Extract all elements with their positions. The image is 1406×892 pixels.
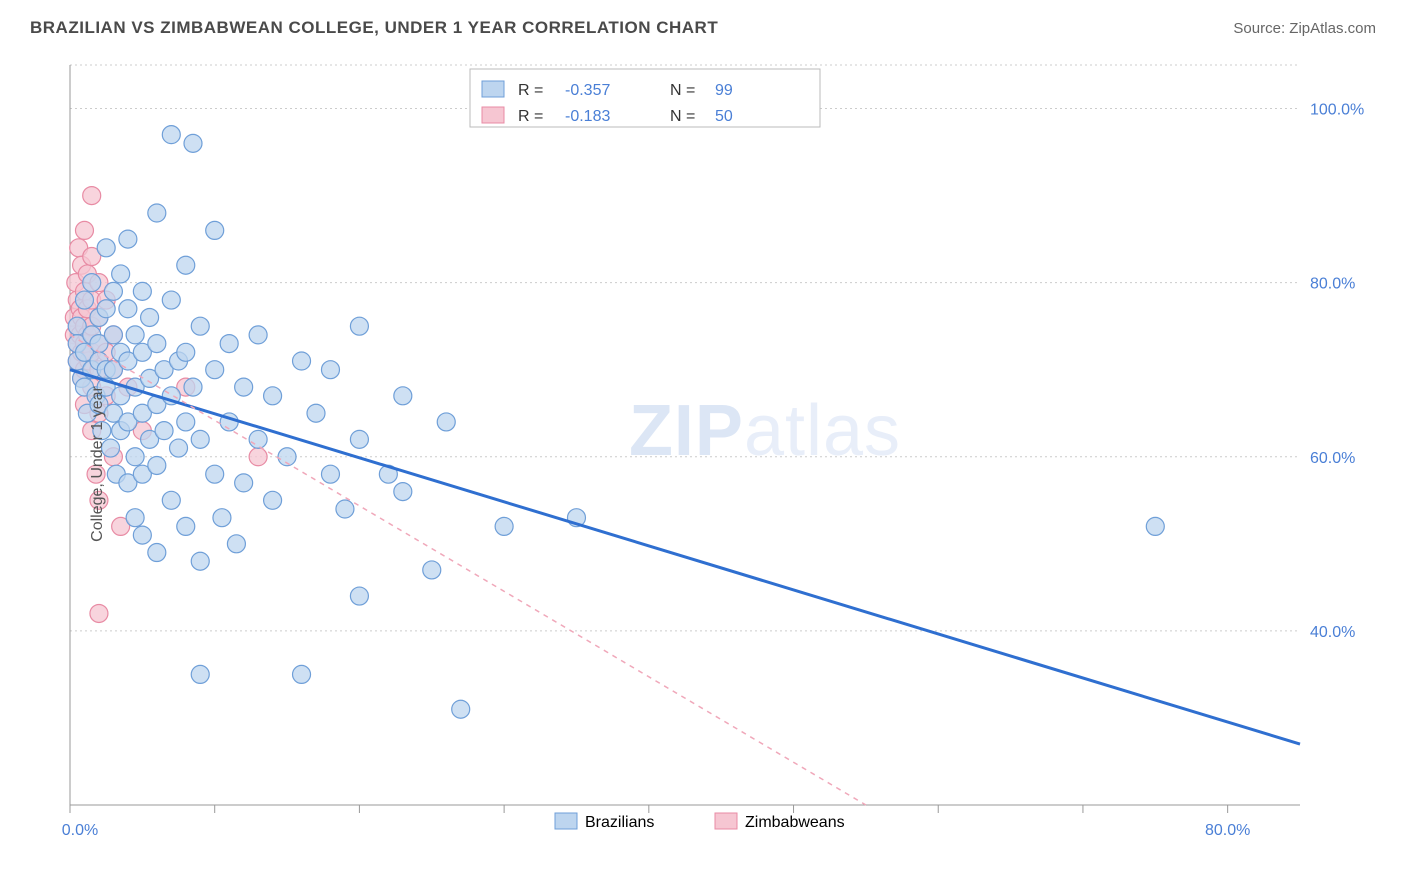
data-point [227, 535, 245, 553]
data-point [235, 474, 253, 492]
data-point [126, 448, 144, 466]
data-point [264, 387, 282, 405]
data-point [220, 335, 238, 353]
data-point [249, 326, 267, 344]
data-point [423, 561, 441, 579]
data-point [191, 665, 209, 683]
data-point [336, 500, 354, 518]
data-point [177, 343, 195, 361]
data-point [191, 317, 209, 335]
data-point [394, 387, 412, 405]
svg-text:99: 99 [715, 82, 733, 99]
data-point [112, 265, 130, 283]
correlation-scatter-chart: ZIPatlas 0.0% 80.0% 40.0% 60.0% 80.0% 100.0% R … [30, 55, 1376, 865]
data-point [293, 665, 311, 683]
y-axis-label: College, Under 1 year [89, 386, 107, 542]
data-point [170, 439, 188, 457]
data-point [133, 526, 151, 544]
data-point [307, 404, 325, 422]
data-point [206, 465, 224, 483]
legend-swatch [482, 81, 504, 97]
data-point [495, 517, 513, 535]
svg-text:80.0%: 80.0% [1205, 822, 1250, 839]
data-point [148, 544, 166, 562]
legend-swatch [482, 107, 504, 123]
data-point [141, 308, 159, 326]
data-point [133, 282, 151, 300]
svg-text:50: 50 [715, 108, 733, 125]
data-point [350, 430, 368, 448]
svg-text:N =: N = [670, 82, 695, 99]
data-point [97, 300, 115, 318]
svg-text:R =: R = [518, 82, 543, 99]
data-point [83, 274, 101, 292]
svg-text:40.0%: 40.0% [1310, 624, 1355, 641]
data-point [437, 413, 455, 431]
data-point [394, 483, 412, 501]
svg-text:-0.357: -0.357 [565, 82, 610, 99]
data-point [191, 552, 209, 570]
svg-text:R =: R = [518, 108, 543, 125]
data-point [293, 352, 311, 370]
data-point [104, 326, 122, 344]
svg-text:80.0%: 80.0% [1310, 276, 1355, 293]
source-link[interactable]: ZipAtlas.com [1289, 20, 1376, 37]
data-point [1146, 517, 1164, 535]
data-point [191, 430, 209, 448]
data-point [350, 587, 368, 605]
data-point [148, 456, 166, 474]
data-point [177, 413, 195, 431]
data-point [249, 430, 267, 448]
data-point [235, 378, 253, 396]
data-point [177, 517, 195, 535]
data-point [148, 335, 166, 353]
data-point [177, 256, 195, 274]
data-point [155, 422, 173, 440]
svg-text:-0.183: -0.183 [565, 108, 610, 125]
data-point [90, 604, 108, 622]
data-point [206, 221, 224, 239]
data-point [104, 282, 122, 300]
data-point [264, 491, 282, 509]
svg-text:ZIPatlas: ZIPatlas [629, 391, 901, 471]
source-prefix: Source: [1233, 20, 1289, 37]
data-point [83, 187, 101, 205]
data-point [184, 378, 202, 396]
svg-text:60.0%: 60.0% [1310, 450, 1355, 467]
data-point [213, 509, 231, 527]
svg-text:100.0%: 100.0% [1310, 102, 1364, 119]
data-point [119, 300, 137, 318]
data-point [126, 509, 144, 527]
data-point [75, 291, 93, 309]
data-point [350, 317, 368, 335]
svg-text:0.0%: 0.0% [62, 822, 98, 839]
legend-label: Brazilians [585, 814, 654, 831]
data-point [321, 361, 339, 379]
data-point [184, 134, 202, 152]
chart-title: BRAZILIAN VS ZIMBABWEAN COLLEGE, UNDER 1… [30, 18, 718, 38]
svg-text:N =: N = [670, 108, 695, 125]
data-point [162, 126, 180, 144]
data-point [119, 230, 137, 248]
data-point [97, 239, 115, 257]
data-point [75, 221, 93, 239]
data-point [162, 291, 180, 309]
data-point [249, 448, 267, 466]
data-point [126, 326, 144, 344]
source-attribution: Source: ZipAtlas.com [1233, 20, 1376, 37]
legend-swatch [555, 813, 577, 829]
legend-label: Zimbabweans [745, 814, 845, 831]
correlation-legend: R = -0.357 N = 99 R = -0.183 N = 50 [470, 69, 820, 127]
data-point [148, 204, 166, 222]
series-legend: Brazilians Zimbabweans [555, 813, 845, 831]
data-point [162, 491, 180, 509]
data-point [321, 465, 339, 483]
legend-swatch [715, 813, 737, 829]
data-point [206, 361, 224, 379]
data-point [452, 700, 470, 718]
